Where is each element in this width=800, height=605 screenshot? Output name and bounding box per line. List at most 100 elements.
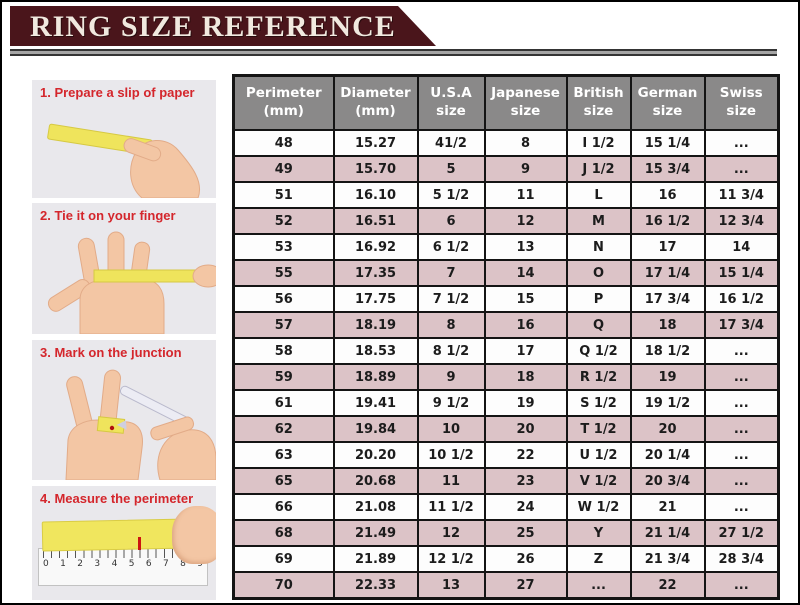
table-cell: V 1/2	[565, 467, 632, 495]
step-1-prepare-paper: 1. Prepare a slip of paper	[32, 80, 216, 198]
table-cell: 65	[232, 467, 335, 495]
column-header: Swiss size	[703, 74, 780, 131]
table-cell: 13	[416, 571, 486, 600]
table-cell: ...	[703, 441, 780, 469]
table-cell: 21.49	[332, 519, 419, 547]
table-cell: 12 1/2	[416, 545, 486, 573]
ruler-number: 5	[128, 559, 135, 569]
step-2-photo	[32, 223, 216, 334]
table-cell: 14	[703, 233, 780, 261]
table-cell: 21 3/4	[629, 545, 706, 573]
table-cell: 27	[483, 571, 568, 600]
table-cell: 17	[629, 233, 706, 261]
table-cell: ...	[703, 337, 780, 365]
title-banner: RING SIZE REFERENCE	[10, 6, 436, 46]
table-cell: 16.51	[332, 207, 419, 235]
step-4-label: 4. Measure the perimeter	[40, 491, 194, 506]
table-cell: 22.33	[332, 571, 419, 600]
table-cell: 17	[483, 337, 568, 365]
table-cell: 17 3/4	[629, 285, 706, 313]
table-cell: ...	[565, 571, 632, 600]
table-cell: 18.19	[332, 311, 419, 339]
table-row: 55 17.35 7 14 O 17 1/4 15 1/4	[232, 259, 780, 287]
table-cell: 16.92	[332, 233, 419, 261]
table-cell: 17.35	[332, 259, 419, 287]
table-cell: 20	[629, 415, 706, 443]
step-1-label: 1. Prepare a slip of paper	[40, 85, 195, 100]
table-cell: 21.08	[332, 493, 419, 521]
table-row: 48 15.27 41/2 8 I 1/2 15 1/4...	[232, 129, 780, 157]
table-row: 58 18.53 8 1/2 17 Q 1/2 18 1/2...	[232, 337, 780, 365]
table-cell: ...	[703, 155, 780, 183]
table-cell: W 1/2	[565, 493, 632, 521]
table-cell: P	[565, 285, 632, 313]
table-cell: 53	[232, 233, 335, 261]
step-3-mark-junction: 3. Mark on the junction	[32, 340, 216, 480]
fingertip	[172, 506, 216, 564]
table-cell: 18	[629, 311, 706, 339]
column-header: Japanese size	[483, 74, 568, 131]
table-cell: 23	[483, 467, 568, 495]
table-row: 56 17.75 7 1/2 15 P 17 3/4 16 1/2	[232, 285, 780, 313]
table-cell: 9 1/2	[416, 389, 486, 417]
step-3-photo	[32, 360, 216, 480]
table-row: 57 18.19 8 16 Q 18 17 3/4	[232, 311, 780, 339]
table-body: 48 15.27 41/2 8 I 1/2 15 1/4... 49 15.70 5 9 J 1/2…	[232, 129, 780, 600]
table-row: 52 16.51 6 12 M 16 1/2 12 3/4	[232, 207, 780, 235]
table-cell: R 1/2	[565, 363, 632, 391]
table-cell: 6	[416, 207, 486, 235]
table-cell: 11 1/2	[416, 493, 486, 521]
open-hand-with-strip-illustration	[47, 231, 216, 334]
table-cell: 16	[629, 181, 706, 209]
table-cell: 10	[416, 415, 486, 443]
hand-holding-paper-illustration	[47, 123, 200, 198]
table-cell: Q	[565, 311, 632, 339]
table-cell: 16	[483, 311, 568, 339]
step-2-tie-on-finger: 2. Tie it on your finger	[32, 203, 216, 334]
table-cell: ...	[703, 129, 780, 157]
table-header-row: Perimeter (mm) Diameter (mm) U.S.A size Japane…	[232, 74, 780, 131]
table-row: 61 19.41 9 1/2 19 S 1/2 19 1/2...	[232, 389, 780, 417]
table-cell: 20.20	[332, 441, 419, 469]
table-cell: 20 3/4	[629, 467, 706, 495]
table-cell: 19.41	[332, 389, 419, 417]
table-cell: ...	[703, 415, 780, 443]
table-cell: 69	[232, 545, 335, 573]
table-cell: L	[565, 181, 632, 209]
table-cell: 9	[416, 363, 486, 391]
table-cell: 13	[483, 233, 568, 261]
table-cell: 21	[629, 493, 706, 521]
table-cell: 28 3/4	[703, 545, 780, 573]
step-2-label: 2. Tie it on your finger	[40, 208, 176, 223]
ruler-number: 2	[77, 559, 84, 569]
table-cell: 57	[232, 311, 335, 339]
table-row: 51 16.10 5 1/2 11 L 16 11 3/4	[232, 181, 780, 209]
table-row: 62 19.84 10 20 T 1/2 20...	[232, 415, 780, 443]
column-header: U.S.A size	[416, 74, 486, 131]
step-1-photo	[32, 100, 216, 198]
table-cell: 26	[483, 545, 568, 573]
table-cell: 52	[232, 207, 335, 235]
ruler-number: 7	[162, 559, 169, 569]
table-row: 49 15.70 5 9 J 1/2 15 3/4...	[232, 155, 780, 183]
ring-size-table: Perimeter (mm) Diameter (mm) U.S.A size Japane…	[232, 74, 780, 600]
table-cell: 20.68	[332, 467, 419, 495]
table-cell: 19	[629, 363, 706, 391]
ruler-number: 9	[197, 559, 203, 569]
table-cell: 20 1/4	[629, 441, 706, 469]
table-cell: J 1/2	[565, 155, 632, 183]
table-cell: ...	[703, 467, 780, 495]
table-cell: 68	[232, 519, 335, 547]
table-cell: 18.53	[332, 337, 419, 365]
table-cell: 16 1/2	[629, 207, 706, 235]
table-cell: S 1/2	[565, 389, 632, 417]
table-cell: 5 1/2	[416, 181, 486, 209]
table-row: 53 16.92 6 1/2 13 N 17 14	[232, 233, 780, 261]
table-cell: 21.89	[332, 545, 419, 573]
table-cell: 70	[232, 571, 335, 600]
table-cell: 62	[232, 415, 335, 443]
table-cell: 11 3/4	[703, 181, 780, 209]
table-cell: 7	[416, 259, 486, 287]
step-3-label: 3. Mark on the junction	[40, 345, 182, 360]
